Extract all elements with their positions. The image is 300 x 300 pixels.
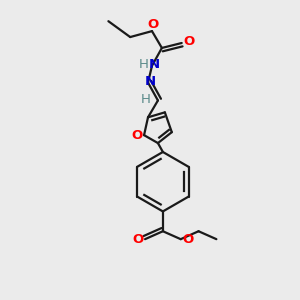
Text: H: H: [139, 58, 149, 71]
Text: O: O: [133, 233, 144, 246]
Text: O: O: [182, 233, 193, 246]
Text: N: N: [148, 58, 160, 71]
Text: H: H: [141, 93, 151, 106]
Text: O: O: [131, 129, 143, 142]
Text: O: O: [147, 18, 159, 31]
Text: N: N: [144, 75, 156, 88]
Text: O: O: [183, 34, 194, 47]
